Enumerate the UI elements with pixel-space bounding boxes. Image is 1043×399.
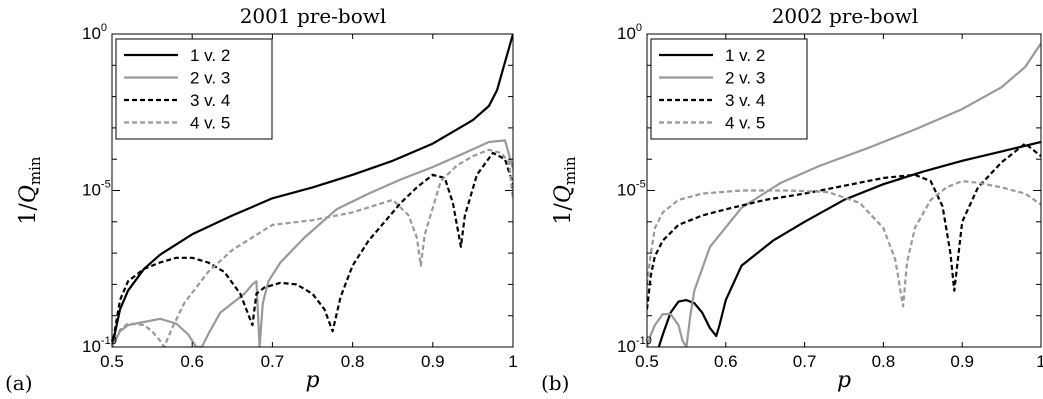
y-axis-label: 1/Qmin	[16, 156, 44, 224]
series-line-3	[647, 142, 1041, 310]
legend-label: 3 v. 4	[190, 91, 230, 110]
y-tick-label: 10-10	[617, 335, 652, 356]
x-tick-label: 0.6	[714, 352, 738, 371]
y-tick-label: 10-5	[82, 179, 111, 200]
x-tick-label: 0.9	[421, 352, 445, 371]
x-tick-label: 0.8	[872, 352, 896, 371]
legend-label: 1 v. 2	[725, 46, 765, 65]
chart-panel-2: 0.5 0.6 0.7 0.8 0.9 1 100 10-5 10-10 2002 pre-bow…	[541, 4, 1043, 395]
x-tick-label: 0.5	[635, 352, 659, 371]
y-tick-label: 100	[82, 22, 107, 43]
legend-label: 4 v. 5	[725, 114, 765, 133]
series-line-2	[112, 139, 513, 347]
series-line-4	[647, 180, 1041, 308]
x-tick-label: 1	[508, 352, 517, 371]
legend-label: 3 v. 4	[725, 91, 765, 110]
x-axis-label: p	[305, 368, 319, 393]
x-tick-label: 0.8	[341, 352, 365, 371]
x-axis-label: p	[837, 368, 851, 393]
y-tick-label: 10-5	[617, 179, 646, 200]
series-line-1	[657, 140, 1041, 347]
series-group	[112, 34, 513, 347]
y-tick-label: 10-10	[82, 335, 117, 356]
panel-label: (b)	[541, 371, 569, 395]
legend: 1 v. 2 2 v. 3 3 v. 4 4 v. 5	[650, 38, 808, 140]
x-tick-label: 0.7	[793, 352, 817, 371]
panel-label: (a)	[5, 371, 33, 395]
x-tick-label: 0.9	[950, 352, 974, 371]
series-line-1	[112, 34, 513, 347]
legend: 1 v. 2 2 v. 3 3 v. 4 4 v. 5	[115, 38, 273, 140]
x-tick-label: 1	[1036, 352, 1043, 371]
chart-title: 2002 pre-bowl	[772, 4, 919, 28]
chart-title: 2001 pre-bowl	[240, 4, 387, 28]
chart-panel-1: 0.5 0.6 0.7 0.8 0.9 1 100 10-5 10-10 2001 pre-bow…	[5, 4, 518, 395]
series-line-2	[647, 42, 1041, 347]
legend-label: 4 v. 5	[190, 114, 230, 133]
legend-label: 2 v. 3	[725, 69, 765, 88]
x-tick-label: 0.7	[261, 352, 285, 371]
legend-label: 2 v. 3	[190, 69, 230, 88]
x-tick-label: 0.5	[100, 352, 124, 371]
series-line-3	[112, 151, 513, 347]
y-axis-label: 1/Qmin	[551, 156, 579, 224]
legend-label: 1 v. 2	[190, 46, 230, 65]
y-tick-label: 100	[617, 22, 642, 43]
series-group	[647, 42, 1041, 347]
x-tick-label: 0.6	[180, 352, 204, 371]
series-line-4	[112, 148, 513, 347]
